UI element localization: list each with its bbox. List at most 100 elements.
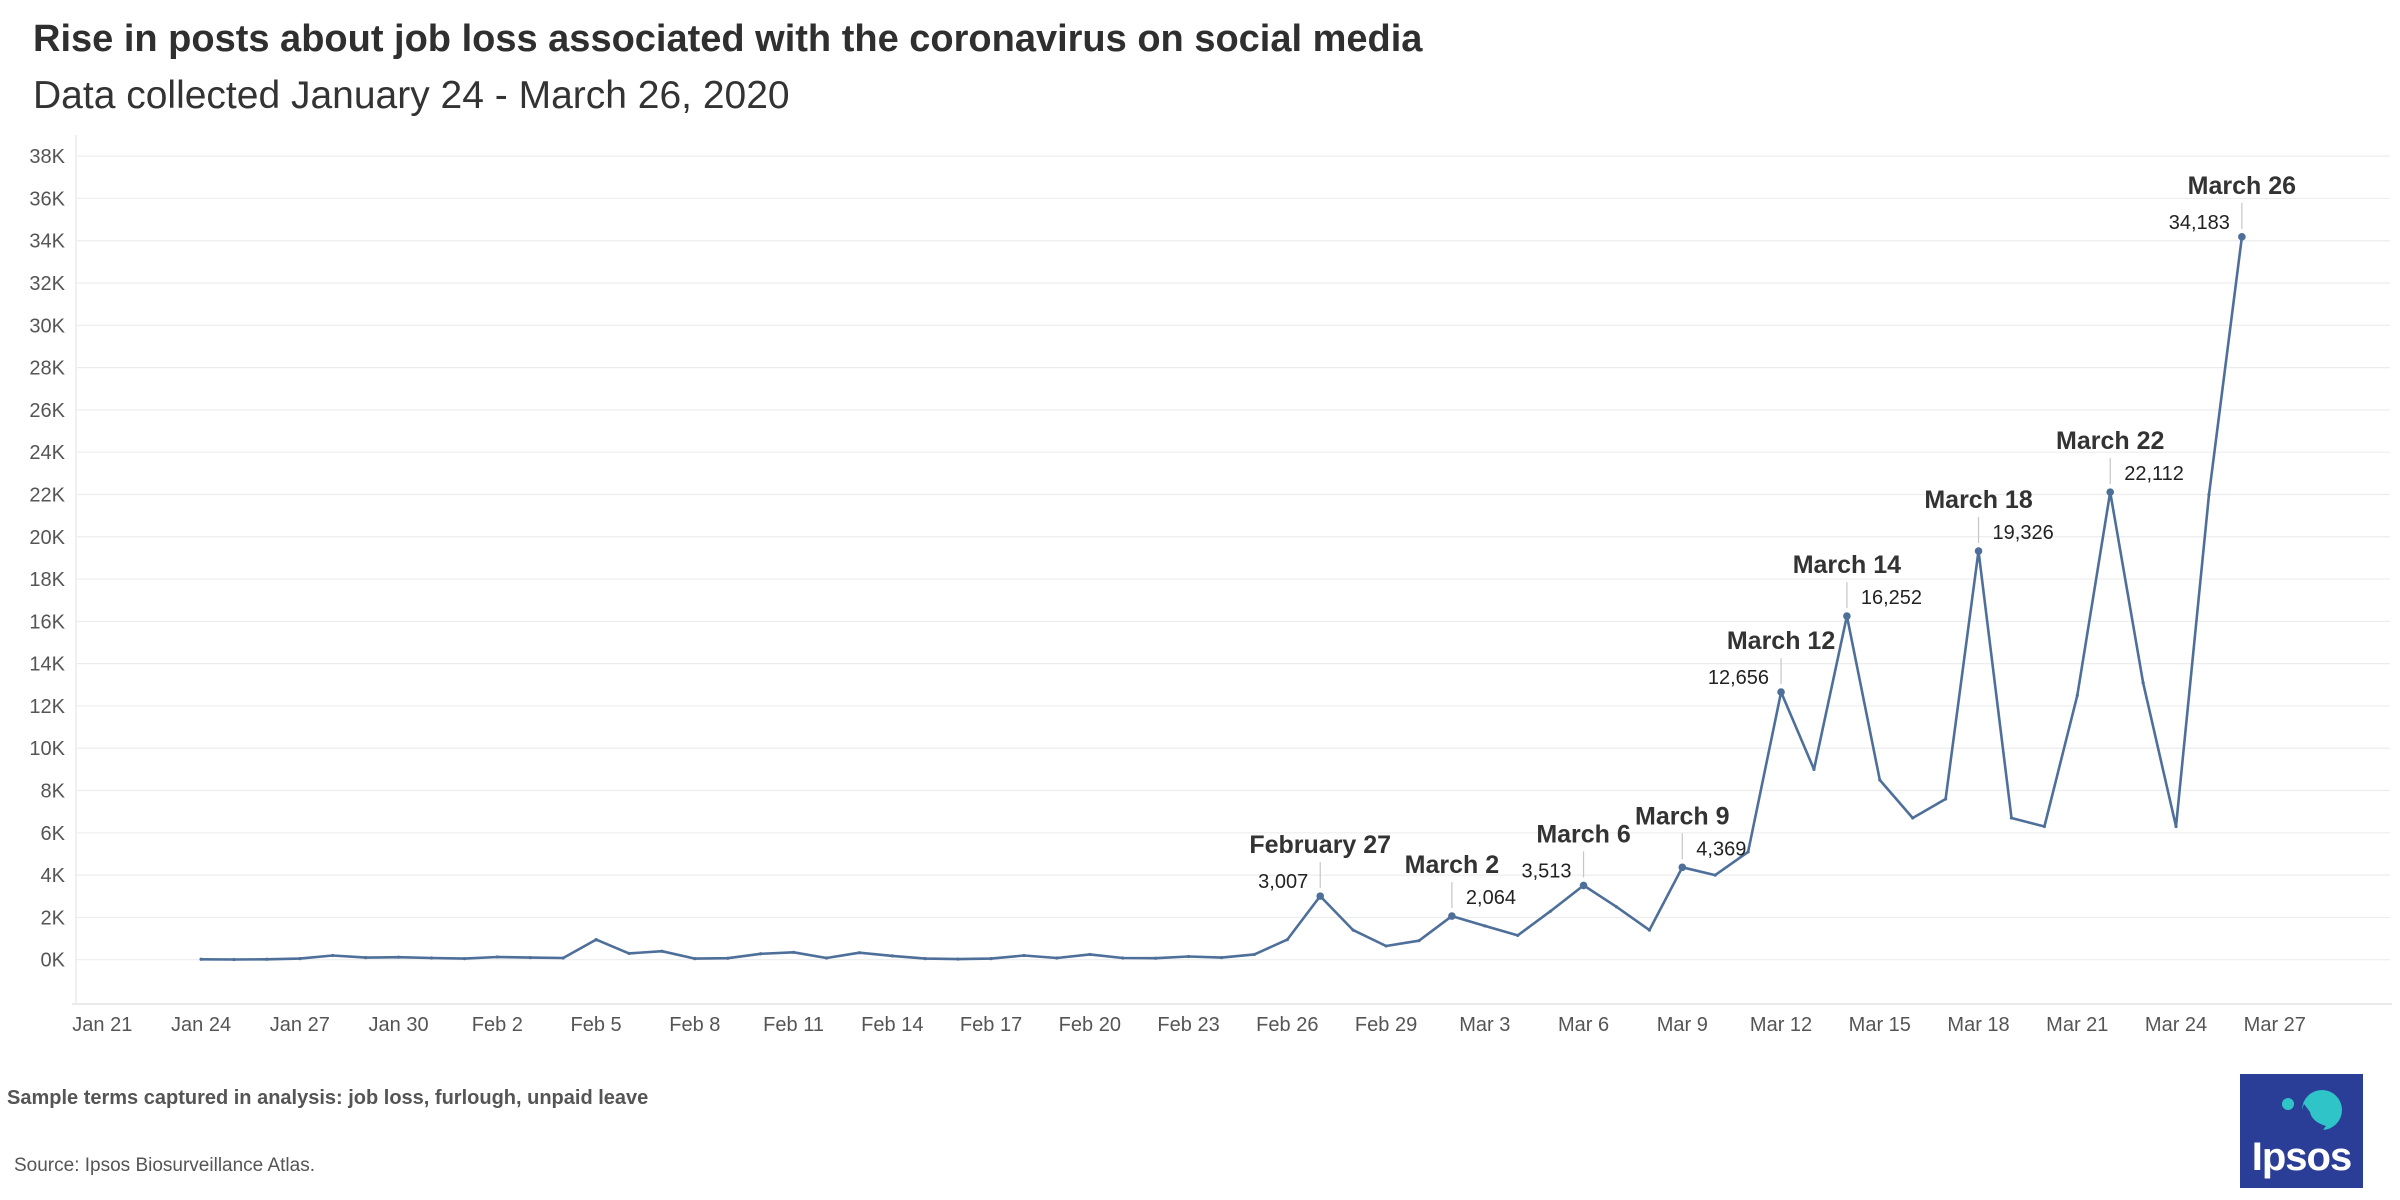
annotation-value: 3,513 <box>1521 860 1571 882</box>
data-point <box>2207 492 2211 497</box>
data-point <box>429 956 434 960</box>
annotation-title: March 26 <box>2188 172 2296 200</box>
x-tick-label: Mar 24 <box>2145 1014 2207 1036</box>
data-points <box>199 233 2246 962</box>
annotation-value: 3,007 <box>1258 871 1308 893</box>
y-tick-label: 18K <box>29 569 65 591</box>
data-point <box>2174 824 2178 829</box>
annotation-leaders <box>1319 202 2243 909</box>
logo-face-profile <box>2301 1104 2326 1140</box>
gridlines <box>76 155 2390 961</box>
data-point <box>1812 767 1816 771</box>
data-point <box>923 957 927 961</box>
y-tick-label: 36K <box>29 188 65 210</box>
y-tick-label: 0K <box>41 950 66 972</box>
y-tick-label: 20K <box>29 527 65 549</box>
x-tick-label: Feb 14 <box>861 1014 923 1036</box>
y-tick-label: 14K <box>29 654 65 676</box>
data-point <box>1516 933 1520 937</box>
x-tick-label: Mar 27 <box>2244 1014 2306 1036</box>
annotated-point <box>1974 547 1983 555</box>
data-point <box>594 938 598 942</box>
y-tick-label: 38K <box>29 146 65 168</box>
data-point <box>2042 824 2046 829</box>
x-tick-label: Feb 2 <box>472 1014 523 1036</box>
data-point <box>298 957 302 961</box>
data-point <box>726 956 730 960</box>
ipsos-logo-mark <box>2282 1090 2342 1140</box>
annotation-title: February 27 <box>1249 831 1391 859</box>
data-point <box>989 957 993 961</box>
data-point <box>1614 905 1619 909</box>
annotated-point <box>1843 612 1851 620</box>
y-tick-label: 22K <box>29 484 65 506</box>
annotated-point <box>1678 863 1687 872</box>
data-point <box>1121 956 1125 960</box>
annotation-value: 12,656 <box>1708 667 1769 689</box>
x-tick-label: Feb 29 <box>1355 1014 1417 1036</box>
y-tick-label: 28K <box>29 358 65 380</box>
x-tick-label: Jan 21 <box>72 1014 132 1036</box>
annotation-title: March 22 <box>2056 427 2164 455</box>
data-point <box>1022 953 1026 958</box>
data-point <box>693 957 697 961</box>
data-point <box>1088 952 1092 957</box>
data-point <box>1713 873 1717 877</box>
data-point <box>1285 938 1289 942</box>
sample-terms-note: Sample terms captured in analysis: job l… <box>7 1087 649 1109</box>
data-point <box>1154 956 1158 960</box>
annotated-point <box>1316 892 1325 900</box>
annotated-point <box>2238 233 2246 241</box>
data-point <box>1483 924 1487 928</box>
chart-subtitle: Data collected January 24 - March 26, 20… <box>33 74 790 117</box>
data-point <box>396 955 401 959</box>
data-point <box>1219 955 1224 960</box>
data-point <box>364 955 368 960</box>
plot-area <box>76 135 2390 1002</box>
data-point <box>1252 952 1256 957</box>
data-point <box>759 952 763 956</box>
y-tick-label: 12K <box>29 696 65 718</box>
x-tick-label: Feb 26 <box>1256 1014 1318 1036</box>
y-tick-label: 30K <box>29 315 65 337</box>
data-point <box>1417 939 1421 943</box>
x-tick-label: Mar 12 <box>1750 1014 1812 1036</box>
data-point <box>956 957 960 961</box>
x-tick-label: Feb 20 <box>1059 1014 1121 1036</box>
annotation-value: 16,252 <box>1861 587 1922 609</box>
source-note: Source: Ipsos Biosurveillance Atlas. <box>14 1155 315 1176</box>
x-tick-label: Mar 15 <box>1849 1014 1911 1036</box>
data-point <box>2009 816 2014 820</box>
y-tick-label: 2K <box>41 907 66 929</box>
data-point <box>1746 850 1750 854</box>
data-point <box>265 957 269 961</box>
data-point <box>1911 816 1915 820</box>
data-point <box>791 950 796 954</box>
annotated-point <box>2106 488 2115 496</box>
annotation-title: March 2 <box>1405 851 1499 879</box>
y-tick-label: 32K <box>29 273 65 295</box>
data-point <box>232 957 236 962</box>
annotation-value: 22,112 <box>2124 463 2184 485</box>
x-tick-label: Jan 30 <box>369 1014 429 1036</box>
annotated-point <box>1579 881 1588 890</box>
data-point <box>2075 693 2079 697</box>
data-point <box>1878 778 1882 782</box>
x-tick-label: Mar 18 <box>1947 1014 2009 1036</box>
annotation-title: March 14 <box>1793 551 1901 579</box>
annotations: February 27 3,007 March 2 2,064 March 6 3,513… <box>1249 172 2296 909</box>
data-point <box>495 955 499 959</box>
x-tick-label: Feb 23 <box>1157 1014 1219 1036</box>
data-point <box>199 957 203 961</box>
annotation-value: 34,183 <box>2169 212 2230 234</box>
annotation-title: March 18 <box>1924 486 2032 514</box>
annotation-value: 4,369 <box>1696 838 1746 860</box>
data-point <box>528 955 532 960</box>
data-point <box>857 951 862 955</box>
annotation-value: 2,064 <box>1466 887 1516 909</box>
data-point <box>824 956 829 960</box>
logo-text: Ipsos <box>2251 1135 2352 1179</box>
annotated-point <box>1777 688 1785 696</box>
data-point <box>1647 928 1651 932</box>
logo-dot <box>2282 1098 2294 1110</box>
